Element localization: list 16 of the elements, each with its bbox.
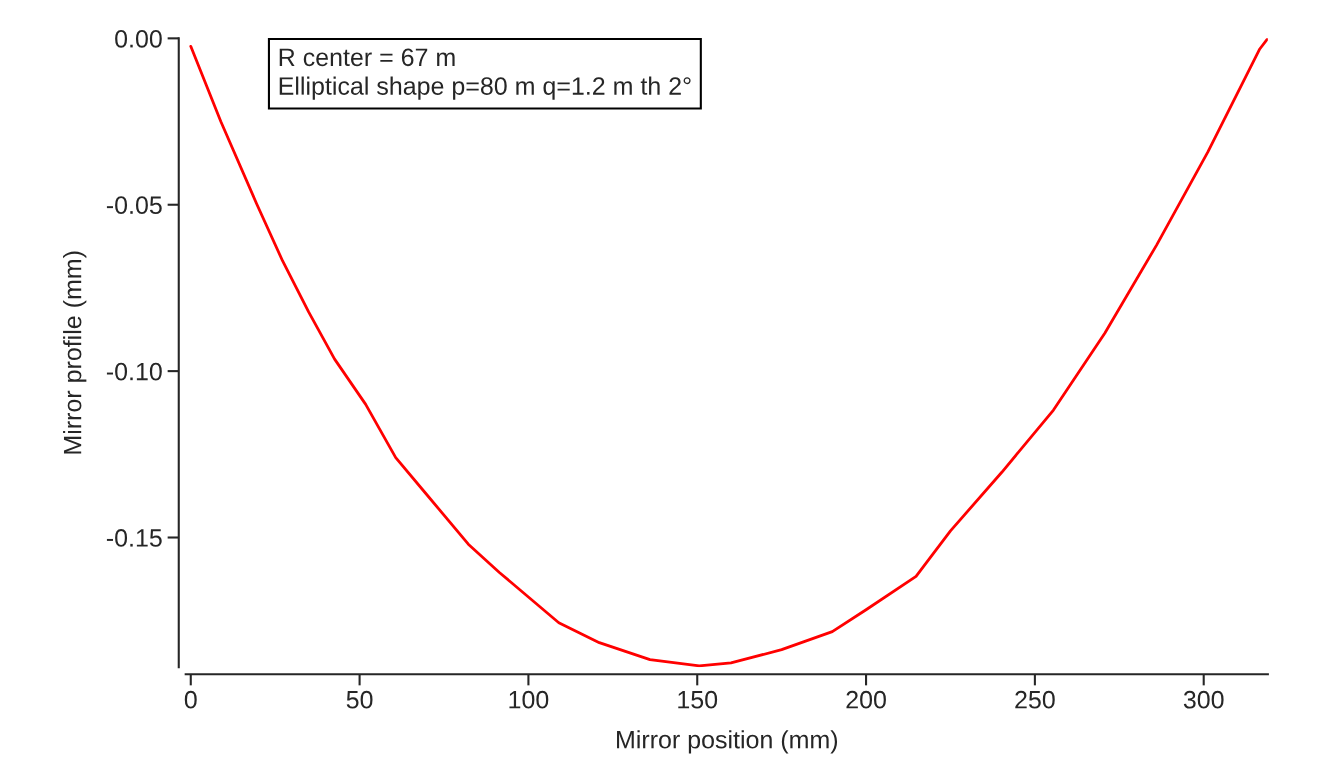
x-tick-label: 50	[346, 690, 373, 709]
y-tick-label: -0.10	[106, 362, 162, 381]
x-tick-label: 0	[184, 690, 197, 709]
line-series	[189, 38, 1268, 668]
x-tick-label: 250	[1015, 690, 1055, 709]
x-tick-label: 200	[846, 690, 886, 709]
y-tick-label: -0.05	[106, 196, 162, 215]
annotation: Elliptical shape p=80 m q=1.2 m th 2°	[279, 76, 691, 100]
y-axis-title: Mirror profile (mm)	[63, 251, 87, 454]
y-tick-label: -0.15	[106, 529, 162, 547]
annotation: R center = 67 m	[279, 48, 455, 67]
x-axis-title: Mirror position (mm)	[617, 730, 838, 754]
x-tick-label: 300	[1183, 690, 1224, 709]
x-tick-label: 150	[678, 690, 718, 709]
x-tick-label: 100	[509, 690, 549, 709]
y-tick-label: 0.00	[115, 29, 162, 48]
